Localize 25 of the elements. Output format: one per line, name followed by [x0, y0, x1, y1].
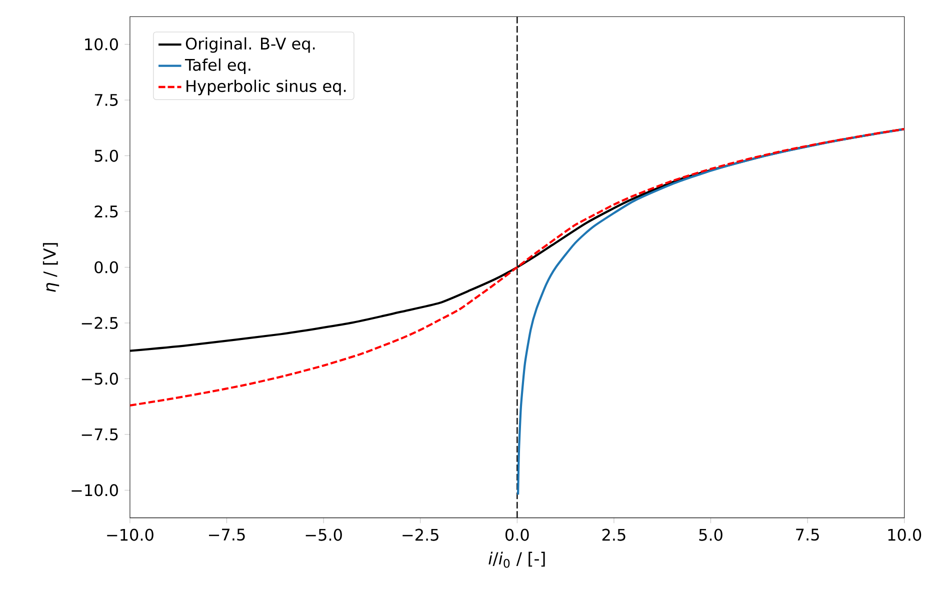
y-tick-label: 7.5: [94, 94, 118, 106]
x-tick-label: −2.5: [402, 528, 438, 541]
y-tick-label: 10.0: [85, 38, 118, 50]
y-tick-label: 2.5: [94, 206, 118, 218]
legend-label: Hyperbolic sinus eq.: [186, 80, 346, 96]
line-series: [130, 128, 904, 407]
y-tick-label: 0.0: [94, 261, 118, 274]
y-tick-label: −5.0: [82, 372, 118, 385]
legend-label: Tafel eq.: [184, 58, 250, 74]
y-axis-title: η / [V]: [42, 243, 60, 292]
x-tick-label: 2.5: [602, 528, 626, 541]
x-tick-label: −7.5: [209, 528, 245, 541]
line-series: [516, 128, 904, 496]
legend-label: Original. B-V eq.: [186, 37, 315, 53]
y-tick-label: 5.0: [94, 150, 118, 162]
x-tick-label: −10.0: [107, 528, 154, 541]
x-tick-label: 5.0: [699, 528, 722, 541]
x-axis-title: i/i$_{0}$ / [-]: [488, 552, 545, 568]
x-tick-label: 0.0: [505, 528, 529, 541]
x-tick-label: 10.0: [888, 528, 922, 541]
y-tick-label: −2.5: [82, 317, 118, 330]
x-tick-label: 7.5: [796, 528, 819, 541]
x-tick-label: −5.0: [306, 528, 342, 541]
y-tick-label: −10.0: [72, 484, 118, 496]
y-tick-label: −7.5: [82, 428, 118, 440]
